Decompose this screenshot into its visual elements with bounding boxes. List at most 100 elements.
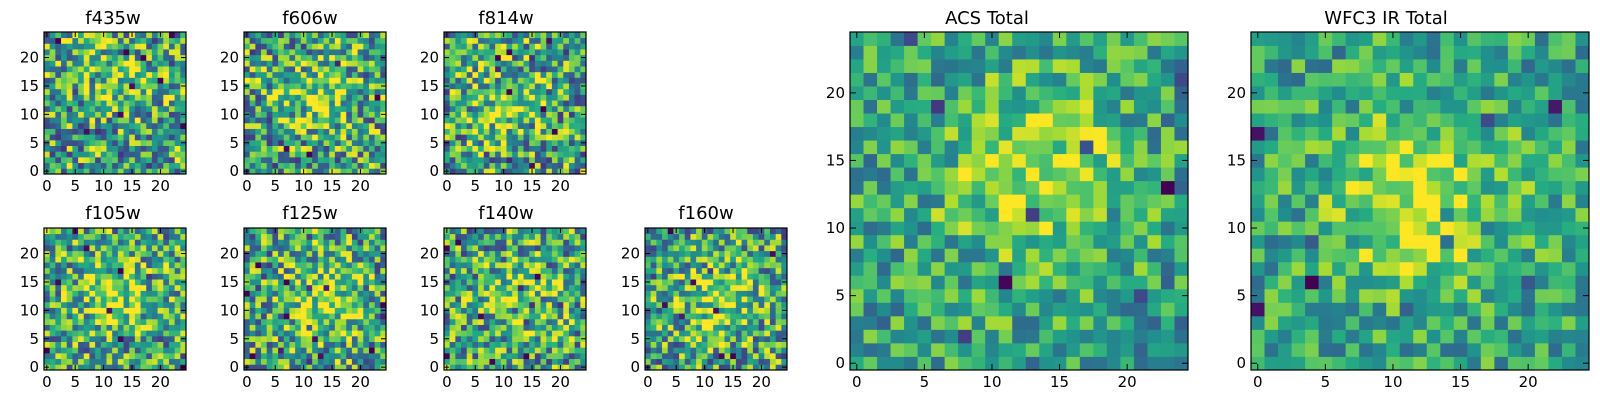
heatmap-cell [877,207,891,222]
heatmap-cell [89,330,96,337]
heatmap-cell [540,32,547,39]
heatmap-cell [483,228,490,235]
heatmap-cell [735,313,742,320]
heatmap-cell [466,32,473,39]
heatmap-cell [461,330,468,337]
heatmap-cell [78,250,85,257]
heatmap-cell [506,256,513,263]
heatmap-cell [49,262,56,269]
heatmap-cell [123,139,130,146]
heatmap-cell [667,262,674,269]
heatmap-cell [557,66,564,73]
heatmap-cell [747,239,754,246]
heatmap-cell [168,245,176,252]
heatmap-cell [764,352,771,360]
heatmap-cell [724,267,731,274]
heatmap-cell [483,111,490,118]
heatmap-cell [551,54,558,61]
heatmap-cell [272,145,279,152]
heatmap-cell [466,313,473,320]
heatmap-cell [523,88,530,95]
heatmap-cell [781,341,788,348]
heatmap-cell [61,139,68,146]
heatmap-cell [718,313,725,320]
heatmap-cell [312,233,319,240]
heatmap-cell [66,83,73,90]
heatmap-cell [295,122,302,129]
heatmap-cell [472,37,479,44]
heatmap-cell [163,364,170,371]
heatmap-cell [123,54,130,61]
heatmap-cell [380,134,387,141]
heatmap-cell [78,290,85,297]
heatmap-cell [517,49,524,56]
heatmap-cell [495,341,502,348]
heatmap-cell [49,43,56,50]
heatmap-cell [55,250,62,257]
heatmap-cell [574,122,581,129]
heatmap-cell [306,145,313,152]
heatmap-cell [289,335,296,342]
heatmap-cell [95,151,102,158]
heatmap-cell [495,66,502,73]
heatmap-cell [540,233,547,240]
heatmap-cell [546,301,553,308]
heatmap-cell [83,301,90,308]
heatmap-cell [466,49,473,56]
heatmap-cell [61,77,68,84]
heatmap-cell [78,352,85,360]
heatmap-cell [1174,194,1189,209]
heatmap-cell [540,347,547,354]
heatmap-cell [283,37,290,44]
heatmap-cell [266,100,273,107]
heatmap-cell [289,43,296,50]
heatmap-cell [351,330,358,337]
heatmap-cell [1012,356,1027,371]
heatmap-cell [306,66,313,73]
heatmap-cell [323,128,330,135]
heatmap-cell [55,128,62,135]
heatmap-cell [300,128,307,135]
heatmap-cell [261,71,268,78]
heatmap-cell [517,37,524,44]
heatmap-cell [49,162,56,169]
heatmap-cell [317,228,324,235]
heatmap-cell [478,352,485,360]
heatmap-cell [517,88,524,95]
heatmap-cell [374,151,381,158]
heatmap-cell [163,156,170,164]
heatmap-cell [317,111,324,118]
heatmap-cell [735,279,742,286]
heatmap-cell [449,111,456,118]
heatmap-cell [334,100,341,107]
heatmap-cell [877,329,891,344]
heatmap-cell [551,313,558,320]
heatmap-cell [741,267,748,274]
heatmap-cell [95,273,102,280]
heatmap-cell [495,60,502,67]
heatmap-cell [351,151,358,158]
heatmap-cell [249,145,256,152]
heatmap-cell [61,32,68,39]
heatmap-cell [346,313,353,320]
heatmap-cell [563,134,570,141]
heatmap-cell [329,347,336,354]
heatmap-cell [272,262,279,269]
heatmap-cell [78,239,85,246]
heatmap-cell [351,256,358,263]
heatmap-cell [580,341,587,348]
heatmap-cell [546,341,553,348]
heatmap-cell [580,134,587,141]
heatmap-cell [455,162,462,169]
heatmap-cell [483,49,490,56]
heatmap-cell [478,88,485,95]
heatmap-cell [89,71,96,78]
heatmap-cell [512,83,519,90]
heatmap-cell [289,66,296,73]
heatmap-cell [557,88,564,95]
heatmap-cell [568,256,576,263]
heatmap-cell [534,347,541,354]
heatmap-cell [66,313,73,320]
heatmap-cell [1093,248,1108,263]
heatmap-cell [747,341,754,348]
